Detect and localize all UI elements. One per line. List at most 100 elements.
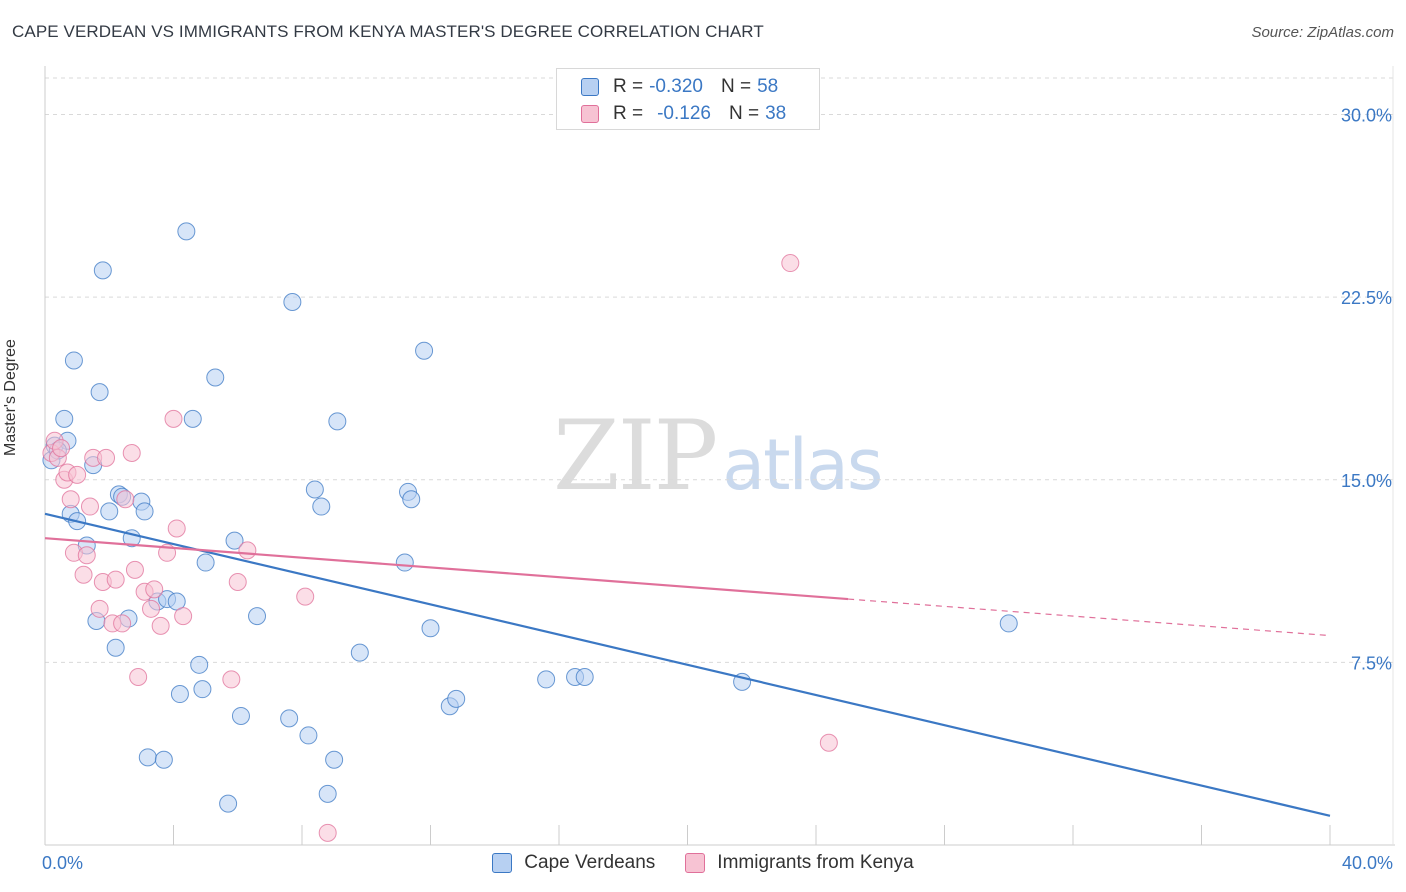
point-cape-verdean[interactable] <box>537 670 556 689</box>
point-cape-verdean[interactable] <box>154 750 173 769</box>
legend-r-value: -0.320 <box>649 76 703 97</box>
legend-r-value: -0.126 <box>657 103 711 124</box>
point-cape-verdean[interactable] <box>138 748 157 767</box>
legend-swatch-pink <box>581 105 599 123</box>
point-cape-verdean[interactable] <box>64 351 83 370</box>
point-kenya[interactable] <box>151 616 170 635</box>
point-cape-verdean[interactable] <box>447 689 466 708</box>
point-kenya[interactable] <box>142 599 161 618</box>
point-cape-verdean[interactable] <box>93 261 112 280</box>
point-cape-verdean[interactable] <box>325 750 344 769</box>
point-kenya[interactable] <box>167 519 186 538</box>
point-kenya[interactable] <box>74 565 93 584</box>
point-cape-verdean[interactable] <box>135 502 154 521</box>
legend-n-value: 38 <box>765 103 787 124</box>
point-cape-verdean[interactable] <box>193 680 212 699</box>
point-cape-verdean[interactable] <box>206 368 225 387</box>
point-kenya[interactable] <box>97 448 116 467</box>
point-cape-verdean[interactable] <box>395 553 414 572</box>
point-kenya[interactable] <box>52 439 71 458</box>
point-kenya[interactable] <box>122 443 141 462</box>
y-tick-label: 30.0% <box>1341 106 1392 126</box>
point-cape-verdean[interactable] <box>183 409 202 428</box>
point-kenya[interactable] <box>90 599 109 618</box>
point-cape-verdean[interactable] <box>999 614 1018 633</box>
point-kenya[interactable] <box>77 546 96 565</box>
y-tick-labels: 7.5% 15.0% 22.5% 30.0% <box>1341 106 1392 674</box>
watermark-atlas: atlas <box>722 424 883 506</box>
point-cape-verdean[interactable] <box>225 531 244 550</box>
point-cape-verdean[interactable] <box>575 667 594 686</box>
point-cape-verdean[interactable] <box>350 643 369 662</box>
stats-legend: R = -0.320 N = 58 R = -0.126 N = 38 <box>556 68 820 130</box>
legend-n-label: N = <box>728 103 760 124</box>
y-tick-label: 22.5% <box>1341 288 1392 308</box>
point-cape-verdean[interactable] <box>318 784 337 803</box>
point-kenya[interactable] <box>228 573 247 592</box>
point-cape-verdean[interactable] <box>248 607 267 626</box>
point-cape-verdean[interactable] <box>170 685 189 704</box>
point-kenya[interactable] <box>296 587 315 606</box>
gridlines <box>45 77 1395 663</box>
point-cape-verdean[interactable] <box>55 409 74 428</box>
legend-row-kenya: R = -0.126 N = 38 <box>581 102 786 126</box>
point-kenya[interactable] <box>116 490 135 509</box>
watermark-zip: ZIP <box>553 400 718 512</box>
point-cape-verdean[interactable] <box>305 480 324 499</box>
point-kenya[interactable] <box>113 614 132 633</box>
point-kenya[interactable] <box>318 823 337 842</box>
chart-title: CAPE VERDEAN VS IMMIGRANTS FROM KENYA MA… <box>12 22 764 41</box>
point-kenya[interactable] <box>819 733 838 752</box>
point-cape-verdean[interactable] <box>90 383 109 402</box>
y-tick-label: 7.5% <box>1351 653 1392 673</box>
point-cape-verdean[interactable] <box>402 490 421 509</box>
legend-row-cape-verdeans: R = -0.320 N = 58 <box>581 75 778 99</box>
point-cape-verdean[interactable] <box>106 638 125 657</box>
axes <box>44 66 1395 846</box>
point-kenya[interactable] <box>68 465 87 484</box>
point-kenya[interactable] <box>222 670 241 689</box>
point-cape-verdean[interactable] <box>299 726 318 745</box>
point-cape-verdean[interactable] <box>415 341 434 360</box>
point-cape-verdean[interactable] <box>328 412 347 431</box>
trend-line-cape-verdeans <box>44 512 1331 817</box>
x-tick-label-min: 0.0% <box>42 853 83 873</box>
point-kenya[interactable] <box>781 254 800 273</box>
legend-n-label: N = <box>720 76 752 97</box>
point-cape-verdean[interactable] <box>100 502 119 521</box>
trend-lines <box>44 512 1331 817</box>
point-cape-verdean[interactable] <box>196 553 215 572</box>
point-kenya[interactable] <box>61 490 80 509</box>
legend-item-kenya[interactable]: Immigrants from Kenya <box>685 852 914 874</box>
legend-series-name: Immigrants from Kenya <box>717 852 914 873</box>
point-kenya[interactable] <box>145 580 164 599</box>
point-kenya[interactable] <box>238 541 257 560</box>
point-cape-verdean[interactable] <box>190 655 209 674</box>
legend-r-label: R = <box>613 103 644 124</box>
trend-line-kenya <box>44 537 849 601</box>
x-tick-labels: 0.0% 40.0% <box>42 853 1393 873</box>
chart-source: Source: ZipAtlas.com <box>1251 24 1394 41</box>
point-cape-verdean[interactable] <box>280 709 299 728</box>
point-cape-verdean[interactable] <box>312 497 331 516</box>
trend-line-kenya-extension <box>848 598 1331 637</box>
legend-n-value: 58 <box>757 76 779 97</box>
point-cape-verdean[interactable] <box>283 293 302 312</box>
watermark: ZIPatlas <box>553 400 883 512</box>
point-kenya[interactable] <box>129 667 148 686</box>
point-cape-verdean[interactable] <box>231 706 250 725</box>
point-kenya[interactable] <box>125 560 144 579</box>
legend-swatch-blue <box>492 853 513 873</box>
point-cape-verdean[interactable] <box>421 619 440 638</box>
point-cape-verdean[interactable] <box>219 794 238 813</box>
data-points <box>42 222 1018 842</box>
legend-swatch-pink <box>685 853 706 873</box>
point-kenya[interactable] <box>174 607 193 626</box>
point-cape-verdean[interactable] <box>177 222 196 241</box>
legend-item-cape-verdeans[interactable]: Cape Verdeans <box>492 852 655 874</box>
point-kenya[interactable] <box>80 497 99 516</box>
point-kenya[interactable] <box>106 570 125 589</box>
legend-r-label: R = <box>613 76 644 97</box>
point-kenya[interactable] <box>164 409 183 428</box>
